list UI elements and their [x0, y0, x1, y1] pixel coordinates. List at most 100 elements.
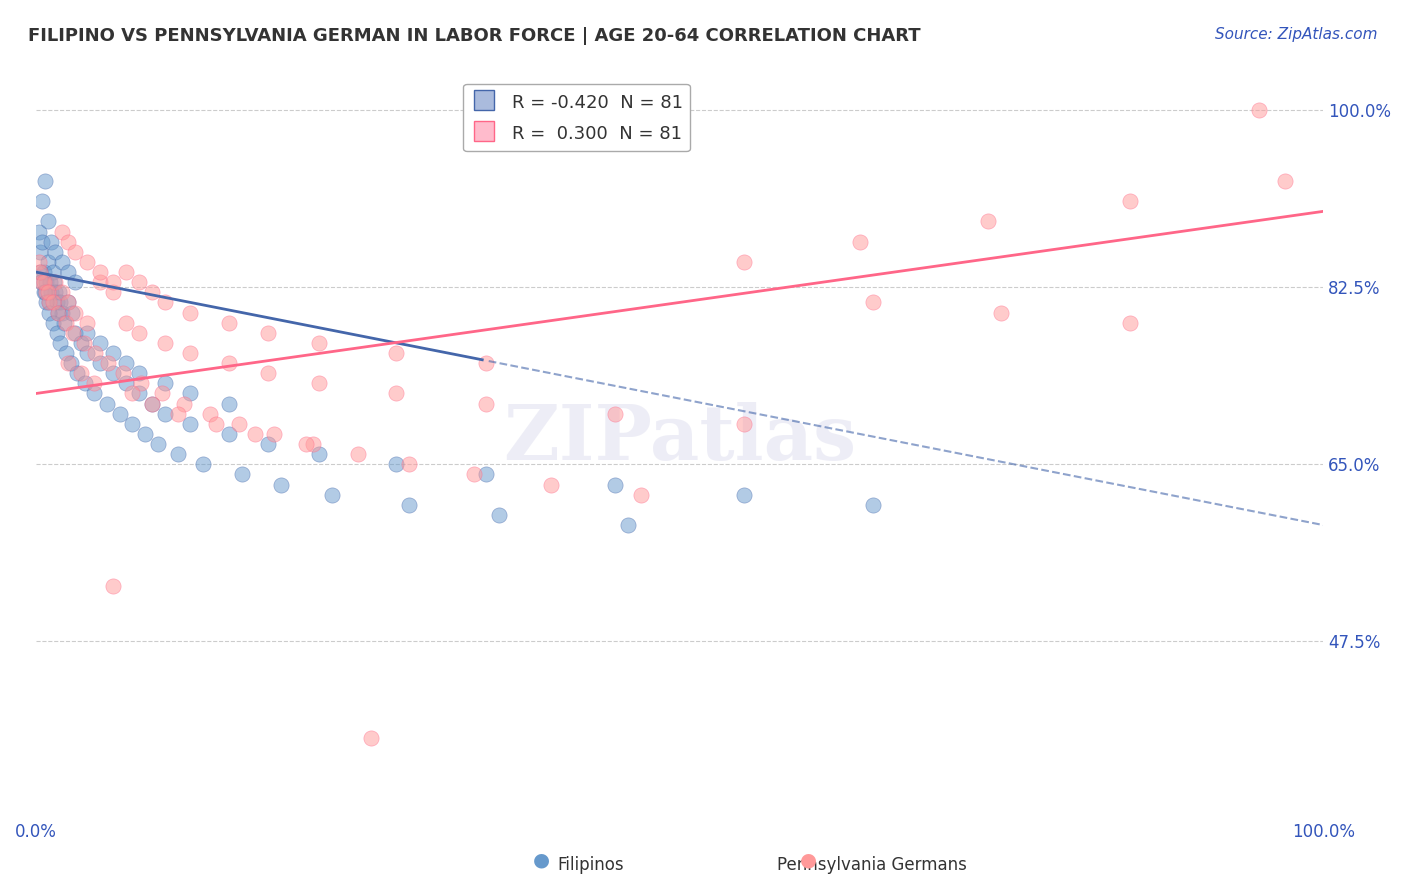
Point	[134, 427, 156, 442]
Point	[73, 376, 96, 391]
Text: FILIPINO VS PENNSYLVANIA GERMAN IN LABOR FORCE | AGE 20-64 CORRELATION CHART: FILIPINO VS PENNSYLVANIA GERMAN IN LABOR…	[28, 27, 921, 45]
Point	[44, 244, 66, 259]
Point	[121, 386, 143, 401]
Point	[55, 316, 77, 330]
Point	[475, 396, 498, 410]
Point	[198, 407, 221, 421]
Point	[35, 275, 58, 289]
Point	[76, 255, 98, 269]
Point	[83, 376, 105, 391]
Point	[56, 265, 79, 279]
Legend: R = -0.420  N = 81, R =  0.300  N = 81: R = -0.420 N = 81, R = 0.300 N = 81	[463, 84, 690, 152]
Point	[179, 346, 201, 360]
Point	[475, 356, 498, 370]
Point	[89, 335, 111, 350]
Point	[56, 295, 79, 310]
Point	[153, 295, 176, 310]
Point	[848, 235, 870, 249]
Point	[32, 285, 55, 300]
Point	[179, 417, 201, 431]
Point	[630, 488, 652, 502]
Point	[218, 427, 240, 442]
Point	[141, 396, 163, 410]
Point	[49, 335, 72, 350]
Point	[243, 427, 266, 442]
Point	[41, 235, 63, 249]
Text: Filipinos: Filipinos	[557, 856, 624, 874]
Point	[53, 316, 76, 330]
Point	[141, 396, 163, 410]
Point	[301, 437, 323, 451]
Point	[1274, 174, 1296, 188]
Point	[28, 265, 51, 279]
Point	[62, 326, 84, 340]
Point	[55, 346, 77, 360]
Point	[148, 437, 170, 451]
Point	[115, 265, 138, 279]
Point	[44, 285, 66, 300]
Point	[51, 225, 73, 239]
Point	[38, 305, 60, 319]
Point	[1119, 316, 1142, 330]
Point	[121, 417, 143, 431]
Point	[28, 244, 51, 259]
Point	[63, 244, 86, 259]
Point	[89, 265, 111, 279]
Point	[38, 295, 60, 310]
Point	[37, 255, 59, 269]
Point	[51, 255, 73, 269]
Point	[385, 458, 408, 472]
Point	[35, 295, 58, 310]
Point	[49, 295, 72, 310]
Point	[83, 386, 105, 401]
Point	[101, 346, 124, 360]
Point	[41, 285, 63, 300]
Point	[101, 366, 124, 380]
Point	[218, 396, 240, 410]
Point	[41, 265, 63, 279]
Point	[205, 417, 228, 431]
Point	[76, 316, 98, 330]
Point	[141, 285, 163, 300]
Point	[112, 366, 135, 380]
Point	[231, 467, 253, 482]
Point	[51, 305, 73, 319]
Point	[31, 235, 53, 249]
Point	[128, 326, 150, 340]
Point	[31, 275, 53, 289]
Point	[153, 376, 176, 391]
Point	[617, 518, 640, 533]
Text: Pennsylvania Germans: Pennsylvania Germans	[776, 856, 967, 874]
Point	[97, 356, 120, 370]
Point	[48, 285, 70, 300]
Point	[32, 265, 55, 279]
Point	[84, 346, 107, 360]
Point	[193, 458, 215, 472]
Point	[56, 235, 79, 249]
Point	[70, 366, 93, 380]
Point	[108, 407, 131, 421]
Point	[1247, 103, 1270, 118]
Point	[733, 417, 755, 431]
Point	[360, 731, 382, 745]
Point	[31, 194, 53, 209]
Point	[63, 275, 86, 289]
Text: ●: ●	[800, 851, 817, 870]
Text: Source: ZipAtlas.com: Source: ZipAtlas.com	[1215, 27, 1378, 42]
Point	[166, 447, 188, 461]
Point	[63, 326, 86, 340]
Point	[60, 305, 83, 319]
Point	[41, 295, 63, 310]
Point	[101, 579, 124, 593]
Point	[308, 335, 330, 350]
Point	[256, 366, 278, 380]
Point	[153, 407, 176, 421]
Point	[101, 275, 124, 289]
Point	[37, 285, 59, 300]
Point	[398, 458, 420, 472]
Point	[475, 467, 498, 482]
Point	[66, 366, 89, 380]
Point	[76, 346, 98, 360]
Point	[27, 255, 49, 269]
Point	[128, 366, 150, 380]
